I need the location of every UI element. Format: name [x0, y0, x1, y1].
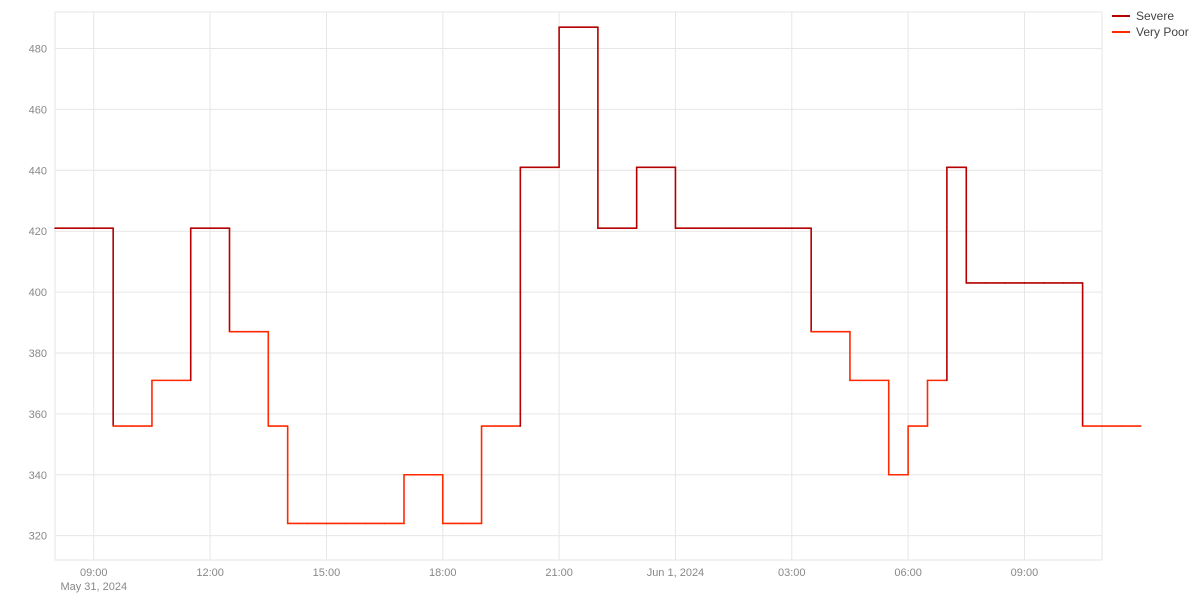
y-tick-label: 400	[29, 287, 47, 299]
x-tick-label: 12:00	[196, 567, 224, 579]
x-tick-label: 03:00	[778, 567, 806, 579]
x-tick-label: 18:00	[429, 567, 457, 579]
legend-label: Very Poor	[1136, 25, 1189, 39]
y-tick-label: 440	[29, 165, 47, 177]
x-tick-label: 09:00	[80, 567, 108, 579]
y-tick-label: 340	[29, 470, 47, 482]
y-tick-label: 480	[29, 44, 47, 56]
y-tick-label: 360	[29, 409, 47, 421]
x-tick-label: 15:00	[313, 567, 341, 579]
x-secondary-date-label: May 31, 2024	[60, 581, 127, 593]
y-tick-label: 380	[29, 348, 47, 360]
x-tick-label: 21:00	[545, 567, 573, 579]
x-tick-label: 06:00	[894, 567, 922, 579]
y-tick-label: 420	[29, 226, 47, 238]
legend-label: Severe	[1136, 9, 1174, 23]
y-tick-label: 320	[29, 531, 47, 543]
y-tick-label: 460	[29, 104, 47, 116]
x-tick-label: 09:00	[1011, 567, 1039, 579]
x-tick-label: Jun 1, 2024	[647, 567, 705, 579]
chart-container: 320 340 360 380 400 420 440 460 480 09:00 12:00 15:…	[0, 0, 1200, 600]
chart-svg: 320 340 360 380 400 420 440 460 480 09:00 12:00 15:…	[0, 0, 1200, 600]
